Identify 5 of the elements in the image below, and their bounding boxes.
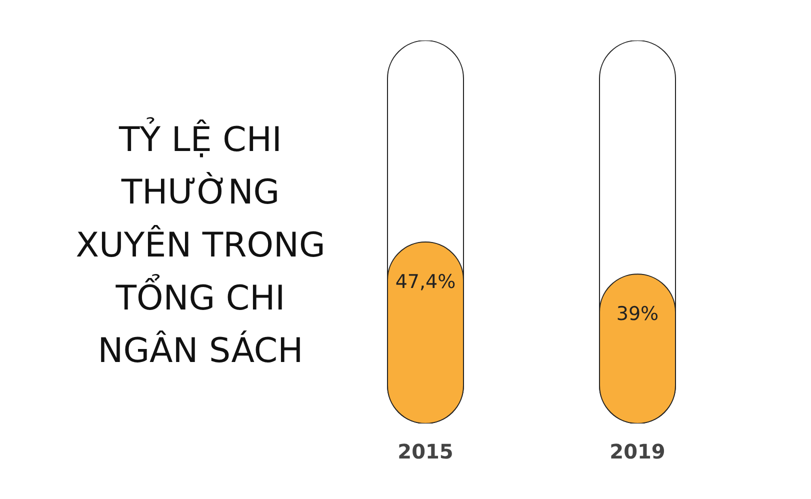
x-tick-label: 2019 [610, 440, 666, 464]
data-label: 39% [616, 303, 659, 326]
x-tick-label: 2015 [398, 440, 454, 464]
text: TỶ LỆ CHI THƯỜNG XUYÊN TRONG TỔNG CHI NGÂN SÁCH [76, 116, 326, 372]
data-label: 47,4% [395, 270, 456, 293]
